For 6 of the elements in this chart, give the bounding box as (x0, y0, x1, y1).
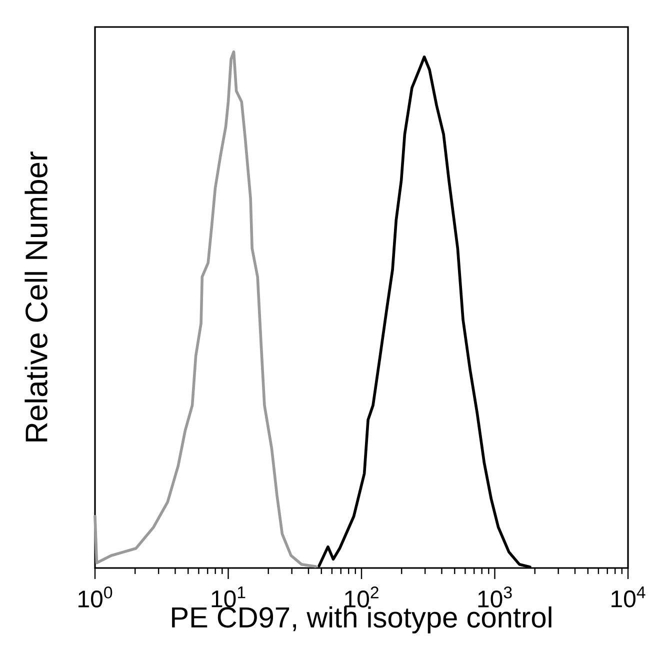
x-tick-label: 10$^{0}$ (78, 586, 112, 608)
x-axis-title: PE CD97, with isotype control (172, 606, 552, 634)
x-tick-label: 10$^{3}$ (478, 586, 512, 608)
y-axis-title: Relative Cell Number (24, 152, 48, 442)
x-tick-label: 10$^{4}$ (612, 586, 646, 608)
x-tick-label: 10$^{1}$ (212, 586, 246, 608)
